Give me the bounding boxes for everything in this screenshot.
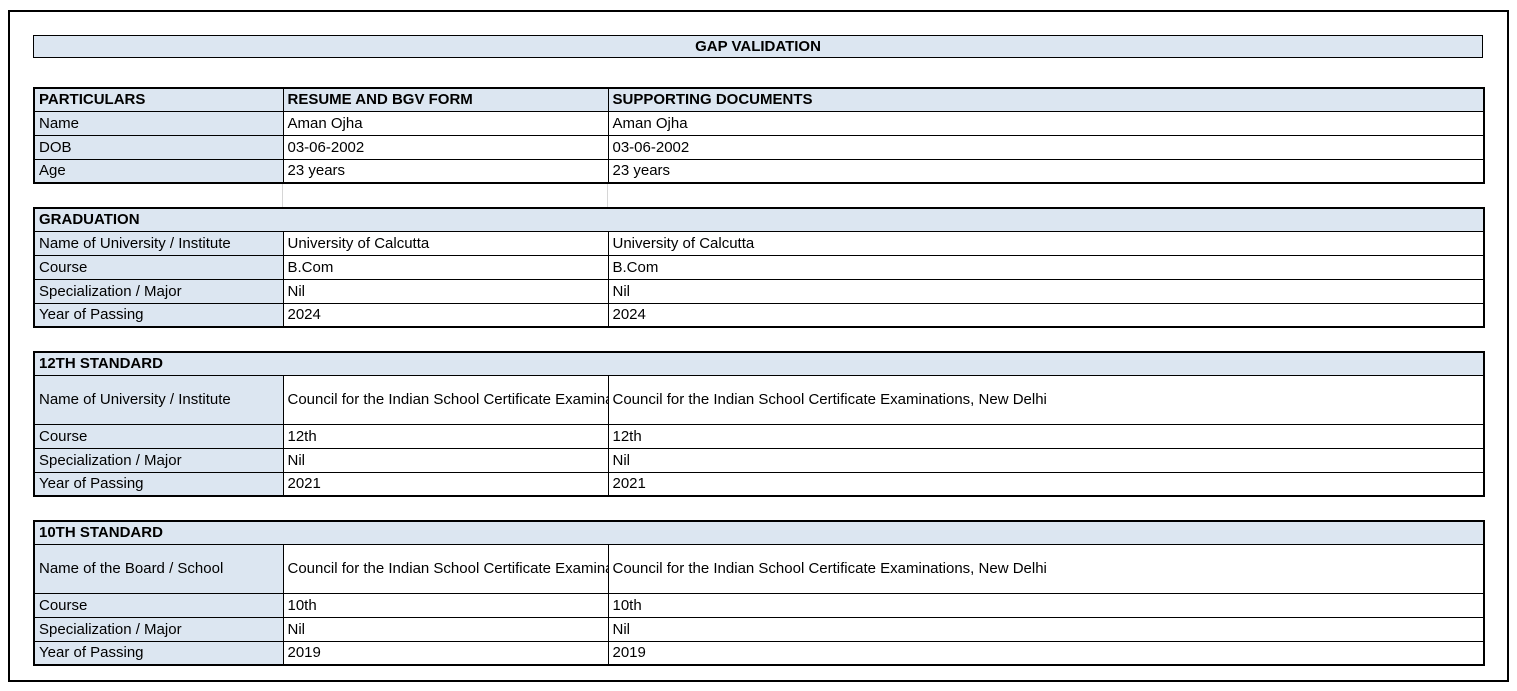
resume-value: 2021	[282, 471, 609, 497]
resume-value: B.Com	[282, 254, 609, 280]
supporting-value: 12th	[607, 423, 1485, 449]
resume-value: 2024	[282, 302, 609, 328]
section-title-row: 12TH STANDARD	[33, 351, 1485, 376]
row-label: Year of Passing	[33, 471, 284, 497]
resume-value: Aman Ojha	[282, 110, 609, 136]
resume-value: Nil	[282, 447, 609, 473]
section-title-graduation: GRADUATION	[33, 207, 1485, 232]
section-title-10th-standard: 10TH STANDARD	[33, 520, 1485, 545]
supporting-value: 23 years	[607, 158, 1485, 184]
row-label: DOB	[33, 134, 284, 160]
row-label: Name of University / Institute	[33, 230, 284, 256]
row-label: Name	[33, 110, 284, 136]
table-row-university: Name of University / Institute Universit…	[33, 230, 1485, 256]
supporting-value: 2019	[607, 640, 1485, 666]
document-title-band: GAP VALIDATION	[33, 35, 1483, 58]
row-label: Specialization / Major	[33, 447, 284, 473]
row-gap	[33, 497, 1483, 520]
table-row-specialization: Specialization / Major Nil Nil	[33, 447, 1485, 473]
supporting-value: B.Com	[607, 254, 1485, 280]
row-gap	[33, 184, 1483, 207]
resume-value: 2019	[282, 640, 609, 666]
resume-value: 23 years	[282, 158, 609, 184]
section-title-row: 10TH STANDARD	[33, 520, 1485, 545]
supporting-value: 2024	[607, 302, 1485, 328]
row-label: Name of University / Institute	[33, 374, 284, 425]
table-row-course: Course 10th 10th	[33, 592, 1485, 618]
row-label: Course	[33, 423, 284, 449]
table-row-year-of-passing: Year of Passing 2019 2019	[33, 640, 1485, 666]
resume-value: Nil	[282, 616, 609, 642]
header-supporting-documents: SUPPORTING DOCUMENTS	[607, 87, 1485, 112]
tenth-standard-table: 10TH STANDARD Name of the Board / School…	[33, 520, 1486, 666]
row-label: Specialization / Major	[33, 278, 284, 304]
supporting-value: Nil	[607, 278, 1485, 304]
table-row-specialization: Specialization / Major Nil Nil	[33, 616, 1485, 642]
supporting-value: Council for the Indian School Certificat…	[607, 374, 1485, 425]
resume-value: Nil	[282, 278, 609, 304]
supporting-value: 03-06-2002	[607, 134, 1485, 160]
resume-value: Council for the Indian School Certificat…	[282, 543, 609, 594]
resume-value: University of Calcutta	[282, 230, 609, 256]
supporting-value: Aman Ojha	[607, 110, 1485, 136]
particulars-header-row: PARTICULARS RESUME AND BGV FORM SUPPORTI…	[33, 87, 1485, 112]
sheet-content: GAP VALIDATION PARTICULARS RESUME AND BG…	[33, 35, 1486, 666]
graduation-table: GRADUATION Name of University / Institut…	[33, 207, 1486, 328]
column-gridline	[607, 184, 608, 207]
document-title: GAP VALIDATION	[695, 38, 821, 55]
header-particulars: PARTICULARS	[33, 87, 284, 112]
row-gap	[33, 328, 1483, 351]
resume-value: Council for the Indian School Certificat…	[282, 374, 609, 425]
supporting-value: Nil	[607, 616, 1485, 642]
resume-value: 03-06-2002	[282, 134, 609, 160]
row-label: Course	[33, 254, 284, 280]
row-label: Year of Passing	[33, 302, 284, 328]
section-title-12th-standard: 12TH STANDARD	[33, 351, 1485, 376]
row-label: Age	[33, 158, 284, 184]
row-label: Year of Passing	[33, 640, 284, 666]
row-label: Course	[33, 592, 284, 618]
supporting-value: Nil	[607, 447, 1485, 473]
supporting-value: University of Calcutta	[607, 230, 1485, 256]
table-row-year-of-passing: Year of Passing 2024 2024	[33, 302, 1485, 328]
table-row-name: Name Aman Ojha Aman Ojha	[33, 110, 1485, 136]
particulars-table: PARTICULARS RESUME AND BGV FORM SUPPORTI…	[33, 87, 1485, 184]
supporting-value: 2021	[607, 471, 1485, 497]
resume-value: 10th	[282, 592, 609, 618]
table-row-course: Course B.Com B.Com	[33, 254, 1485, 280]
supporting-value: Council for the Indian School Certificat…	[607, 543, 1485, 594]
table-row-university: Name of University / Institute Council f…	[33, 374, 1485, 425]
column-gridline	[282, 184, 283, 207]
resume-value: 12th	[282, 423, 609, 449]
table-row-specialization: Specialization / Major Nil Nil	[33, 278, 1485, 304]
table-row-board-school: Name of the Board / School Council for t…	[33, 543, 1485, 594]
table-row-year-of-passing: Year of Passing 2021 2021	[33, 471, 1485, 497]
document-page: GAP VALIDATION PARTICULARS RESUME AND BG…	[8, 10, 1509, 682]
table-row-course: Course 12th 12th	[33, 423, 1485, 449]
table-row-age: Age 23 years 23 years	[33, 158, 1485, 184]
row-label: Specialization / Major	[33, 616, 284, 642]
twelfth-standard-table: 12TH STANDARD Name of University / Insti…	[33, 351, 1486, 497]
table-row-dob: DOB 03-06-2002 03-06-2002	[33, 134, 1485, 160]
header-resume-bgv-form: RESUME AND BGV FORM	[282, 87, 609, 112]
supporting-value: 10th	[607, 592, 1485, 618]
spacer	[33, 58, 1483, 87]
section-title-row: GRADUATION	[33, 207, 1485, 232]
row-label: Name of the Board / School	[33, 543, 284, 594]
